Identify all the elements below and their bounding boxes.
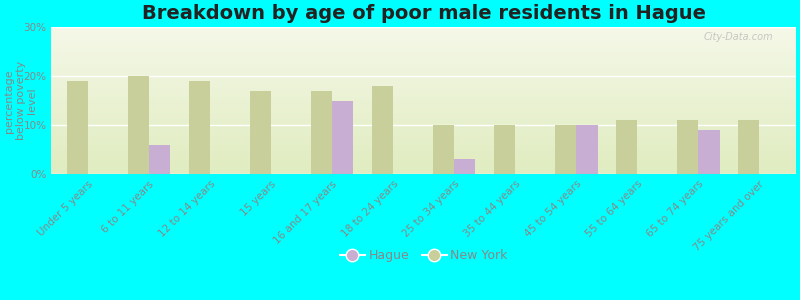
Bar [149, 145, 170, 174]
Bar [454, 159, 475, 174]
Bar [66, 81, 88, 174]
Bar [310, 91, 332, 174]
Bar [433, 125, 454, 174]
Bar [372, 86, 393, 174]
Bar [576, 125, 598, 174]
Text: City-Data.com: City-Data.com [704, 32, 774, 42]
Legend: Hague, New York: Hague, New York [334, 244, 513, 267]
Bar [189, 81, 210, 174]
Bar [677, 120, 698, 174]
Bar [738, 120, 759, 174]
Bar [128, 76, 149, 174]
Bar [494, 125, 515, 174]
Title: Breakdown by age of poor male residents in Hague: Breakdown by age of poor male residents … [142, 4, 706, 23]
Bar [555, 125, 576, 174]
Bar [616, 120, 637, 174]
Bar [250, 91, 271, 174]
Bar [698, 130, 719, 174]
Y-axis label: percentage
below poverty
level: percentage below poverty level [4, 61, 38, 140]
Bar [332, 101, 354, 174]
